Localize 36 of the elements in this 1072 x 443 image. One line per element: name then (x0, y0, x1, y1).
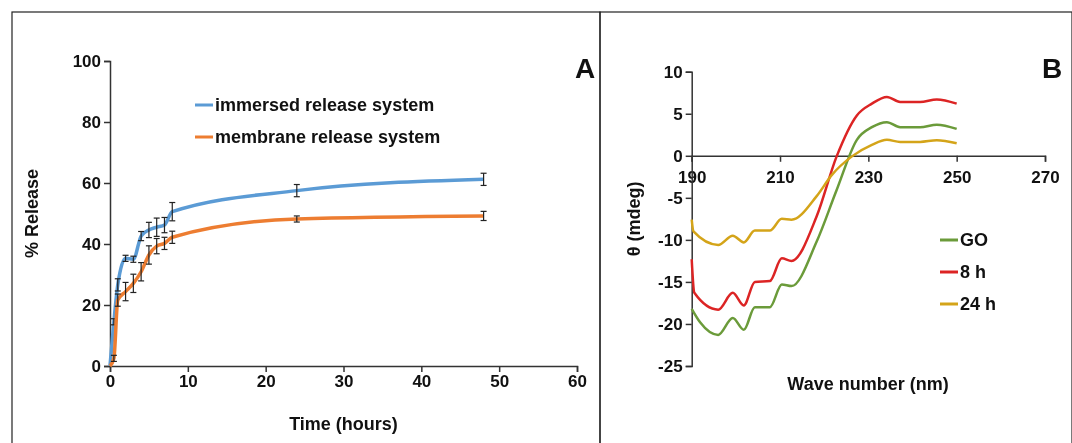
line-series (108, 214, 486, 368)
x-tick-label: 0 (105, 372, 116, 392)
x-tick-label: 250 (942, 168, 972, 188)
y-tick-label: 5 (673, 104, 683, 124)
x-tick-label: 10 (178, 372, 198, 392)
x-tick-label: 210 (766, 168, 795, 188)
legend-label: 8 h (960, 262, 987, 282)
y-axis-title: θ (mdeg) (624, 181, 644, 257)
annotation: A (574, 53, 596, 84)
legend-label: GO (960, 230, 989, 250)
y-tick-label: 10 (663, 62, 683, 82)
y-tick-label: -10 (658, 230, 683, 250)
x-tick-label: 270 (1031, 168, 1060, 188)
y-tick-label: -15 (658, 272, 683, 292)
x-tick-label: 40 (412, 372, 432, 392)
y-tick-label: 40 (82, 234, 101, 254)
y-tick-label: -20 (658, 314, 683, 334)
legend-label: membrane release system (215, 127, 441, 147)
y-tick-label: 0 (673, 146, 683, 166)
y-tick-label: 100 (72, 51, 101, 71)
legend-label: 24 h (960, 294, 997, 314)
x-tick-label: 20 (256, 372, 276, 392)
x-tick-label: 30 (334, 372, 354, 392)
x-axis-title: Time (hours) (289, 414, 398, 434)
y-tick-label: -25 (658, 356, 683, 376)
annotation: B (1041, 53, 1063, 84)
legend-label: immersed release system (215, 95, 435, 115)
y-axis-title: % Release (22, 168, 42, 259)
x-tick-label: 230 (854, 168, 884, 188)
x-axis-title: Wave number (nm) (787, 374, 949, 394)
y-tick-label: 20 (82, 295, 101, 315)
x-tick-label: 50 (490, 372, 510, 392)
y-tick-label: 80 (82, 112, 101, 132)
x-tick-label: 60 (568, 372, 587, 392)
y-tick-label: -5 (667, 188, 683, 208)
y-tick-label: 0 (91, 356, 101, 376)
